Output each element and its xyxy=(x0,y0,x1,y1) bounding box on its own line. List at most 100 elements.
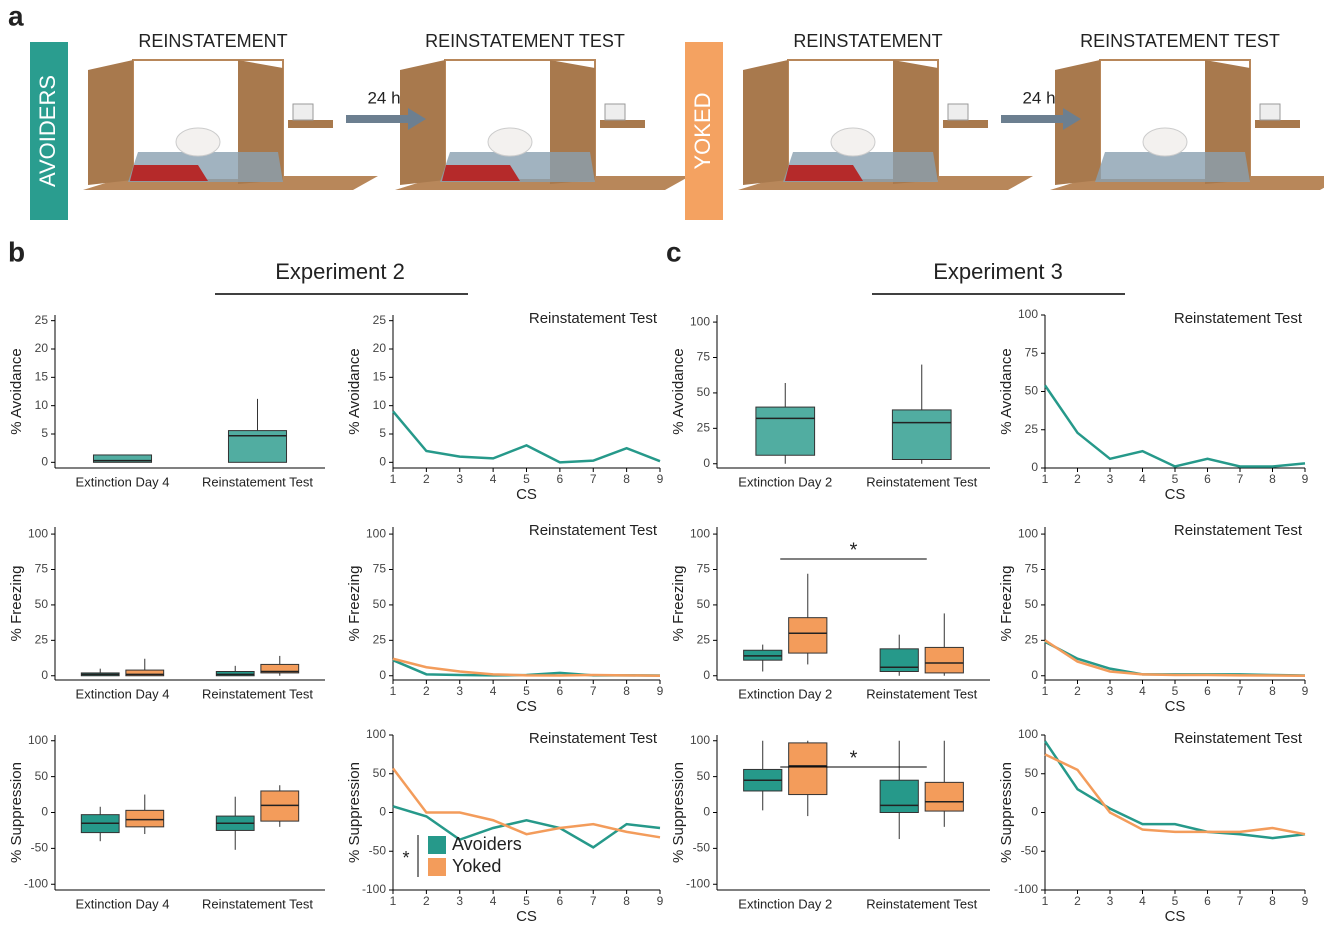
mean-line xyxy=(393,411,660,462)
x-tick-label: 8 xyxy=(1269,472,1276,486)
x-tick-label: 4 xyxy=(490,472,497,486)
y-tick-label: 75 xyxy=(697,350,711,364)
x-tick-label: 4 xyxy=(490,684,497,698)
y-tick-label: -100 xyxy=(686,876,710,890)
x-axis-label: CS xyxy=(516,486,537,503)
box xyxy=(126,810,164,827)
y-tick-label: 50 xyxy=(35,597,49,611)
x-tick-label: 3 xyxy=(456,472,463,486)
rat xyxy=(488,128,532,156)
y-tick-label: 25 xyxy=(35,313,49,327)
grid-floor xyxy=(1095,152,1250,182)
step-label: REINSTATEMENT xyxy=(138,31,287,51)
y-tick-label: 10 xyxy=(373,398,387,412)
y-tick-label: 0 xyxy=(41,455,48,469)
y-tick-label: 75 xyxy=(1025,562,1039,576)
y-tick-label: -100 xyxy=(24,876,48,890)
experiment-title: Experiment 3 xyxy=(933,259,1063,284)
x-tick-label: 4 xyxy=(490,894,497,908)
x-tick-label: 1 xyxy=(1042,684,1049,698)
y-tick-label: 50 xyxy=(373,766,387,780)
y-tick-label: 50 xyxy=(697,385,711,399)
y-tick-label: 0 xyxy=(41,668,48,682)
y-tick-label: 100 xyxy=(28,733,48,747)
x-tick-label: Reinstatement Test xyxy=(202,896,313,911)
y-axis-label: % Suppression xyxy=(346,762,363,863)
chart-title: Reinstatement Test xyxy=(1174,730,1303,747)
y-tick-label: 100 xyxy=(690,733,710,747)
y-tick-label: 0 xyxy=(379,805,386,819)
y-tick-label: 15 xyxy=(373,370,387,384)
y-tick-label: 100 xyxy=(28,526,48,540)
x-tick-label: Extinction Day 2 xyxy=(738,474,832,489)
x-tick-label: 4 xyxy=(1139,894,1146,908)
y-axis-label: % Avoidance xyxy=(8,348,25,434)
x-axis-label: CS xyxy=(516,698,537,715)
y-tick-label: 0 xyxy=(1031,460,1038,474)
cage-left xyxy=(88,60,133,185)
x-tick-label: 5 xyxy=(523,472,530,486)
shelf xyxy=(1255,120,1300,128)
mat xyxy=(785,165,863,181)
x-tick-label: 6 xyxy=(557,472,564,486)
y-tick-label: 25 xyxy=(35,633,49,647)
x-tick-label: 5 xyxy=(1172,894,1179,908)
box xyxy=(789,618,827,653)
y-tick-label: 0 xyxy=(703,456,710,470)
x-tick-label: 7 xyxy=(590,894,597,908)
x-tick-label: 8 xyxy=(623,894,630,908)
y-axis-label: % Suppression xyxy=(8,762,25,863)
y-tick-label: 50 xyxy=(35,769,49,783)
x-tick-label: Reinstatement Test xyxy=(202,474,313,489)
y-tick-label: 75 xyxy=(373,562,387,576)
y-tick-label: 100 xyxy=(366,727,386,741)
y-tick-label: 50 xyxy=(1025,597,1039,611)
box xyxy=(880,649,918,672)
y-tick-label: 5 xyxy=(379,426,386,440)
y-tick-label: 50 xyxy=(1025,766,1039,780)
x-tick-label: 3 xyxy=(456,894,463,908)
x-tick-label: Reinstatement Test xyxy=(866,474,977,489)
y-tick-label: -50 xyxy=(693,841,711,855)
x-tick-label: Extinction Day 4 xyxy=(76,474,170,489)
x-axis-label: CS xyxy=(1165,908,1186,925)
experiment-title: Experiment 2 xyxy=(275,259,405,284)
cage-left xyxy=(743,60,788,185)
y-axis-label: % Suppression xyxy=(998,762,1015,863)
y-tick-label: 0 xyxy=(703,805,710,819)
x-tick-label: Extinction Day 4 xyxy=(76,896,170,911)
mean-line xyxy=(1045,741,1305,838)
x-tick-label: 3 xyxy=(1107,472,1114,486)
x-tick-label: Extinction Day 4 xyxy=(76,686,170,701)
y-tick-label: 10 xyxy=(35,398,49,412)
y-tick-label: 25 xyxy=(697,421,711,435)
legend-entry: Yoked xyxy=(452,856,501,876)
x-tick-label: 5 xyxy=(1172,472,1179,486)
group-label: YOKED xyxy=(690,92,715,169)
y-tick-label: 0 xyxy=(1031,668,1038,682)
x-tick-label: 7 xyxy=(1237,472,1244,486)
y-tick-label: -100 xyxy=(362,882,386,896)
y-tick-label: -50 xyxy=(31,841,49,855)
x-tick-label: 2 xyxy=(423,684,430,698)
x-tick-label: Reinstatement Test xyxy=(866,686,977,701)
y-axis-label: % Avoidance xyxy=(998,348,1015,434)
y-tick-label: 20 xyxy=(373,341,387,355)
box xyxy=(892,410,951,460)
x-axis-label: CS xyxy=(1165,698,1186,715)
y-tick-label: 100 xyxy=(1018,307,1038,321)
chart-title: Reinstatement Test xyxy=(529,522,658,539)
y-axis-label: % Suppression xyxy=(670,762,687,863)
y-tick-label: 5 xyxy=(41,426,48,440)
y-axis-label: % Freezing xyxy=(998,566,1015,642)
y-tick-label: 20 xyxy=(35,341,49,355)
y-tick-label: 50 xyxy=(1025,384,1039,398)
y-tick-label: 0 xyxy=(703,668,710,682)
y-tick-label: -50 xyxy=(369,843,387,857)
y-tick-label: 100 xyxy=(366,526,386,540)
x-tick-label: 8 xyxy=(623,684,630,698)
x-tick-label: 8 xyxy=(1269,684,1276,698)
rat xyxy=(831,128,875,156)
significance: * xyxy=(850,747,858,769)
rat xyxy=(176,128,220,156)
